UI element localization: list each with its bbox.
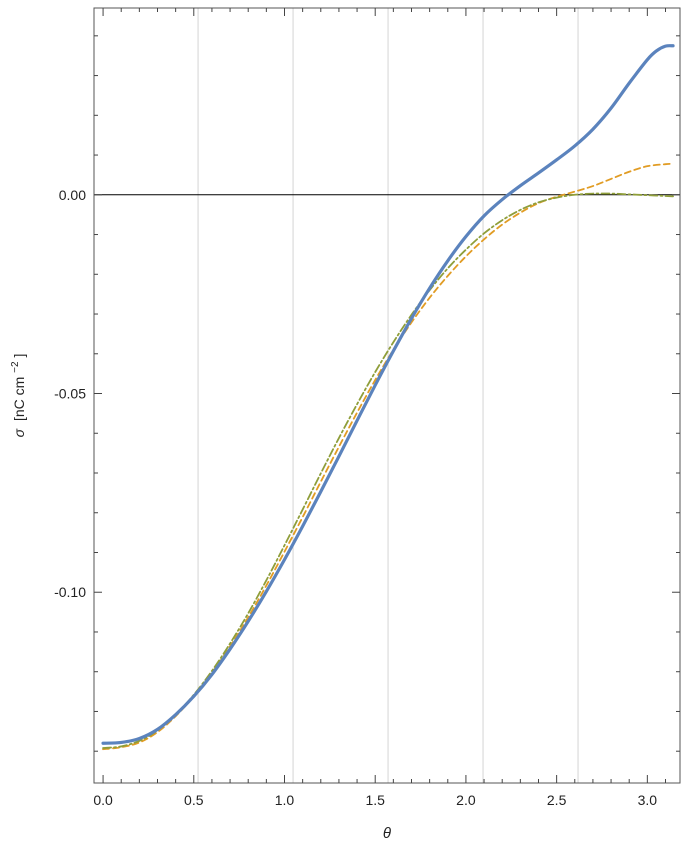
x-tick-label: 3.0 xyxy=(638,792,658,808)
tick-labels: 0.0 0.5 1.0 1.5 2.0 2.5 3.0 0.00 -0.05 -0.10 xyxy=(54,187,657,808)
gridlines xyxy=(197,8,579,783)
y-axis-unit: [nC cm xyxy=(11,377,27,421)
y-axis-unit-close: ] xyxy=(11,354,27,358)
y-tick-label: -0.10 xyxy=(54,584,86,600)
x-tick-label: 2.0 xyxy=(456,792,476,808)
plot-frame xyxy=(93,7,681,784)
x-tick-label: 1.0 xyxy=(275,792,295,808)
ticks xyxy=(94,8,680,783)
y-tick-label: 0.00 xyxy=(59,187,86,203)
x-tick-label: 2.5 xyxy=(547,792,567,808)
svg-text:σ [nC cm −2: σ [nC cm −2 ] xyxy=(5,354,27,438)
x-tick-label: 1.5 xyxy=(365,792,385,808)
series-layer xyxy=(101,44,675,751)
x-tick-label: 0.0 xyxy=(93,792,113,808)
x-tick-label: 0.5 xyxy=(184,792,204,808)
y-axis-unit-exponent: −2 xyxy=(10,361,21,373)
x-axis-title: θ xyxy=(383,825,391,842)
y-axis-title: σ [nC cm −2 ] xyxy=(5,354,27,438)
y-axis-symbol: σ xyxy=(11,428,27,437)
y-tick-label: -0.05 xyxy=(54,386,86,402)
series-line-solid xyxy=(101,44,675,745)
